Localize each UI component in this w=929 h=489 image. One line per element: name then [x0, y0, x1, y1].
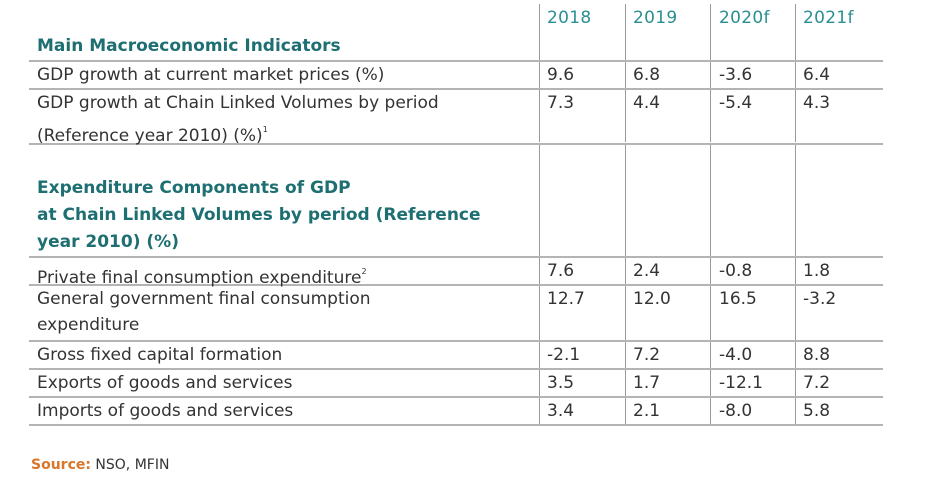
- column-header-2021f: 2021f: [803, 8, 854, 28]
- column-divider: [795, 4, 796, 142]
- footnote-marker: 2: [361, 267, 367, 276]
- row-label-text: Private final consumption expenditure: [37, 268, 362, 288]
- cell-value: 9.6: [547, 65, 575, 85]
- cell-value: -8.0: [719, 401, 753, 421]
- cell-value: -2.1: [547, 345, 581, 365]
- cell-value: 4.4: [633, 93, 661, 113]
- cell-value: 2.4: [633, 261, 661, 281]
- row-label-text: (Reference year 2010) (%): [37, 126, 263, 146]
- row-label-government-consumption: General government final consumption: [37, 289, 371, 309]
- cell-value: 2.1: [633, 401, 661, 421]
- cell-value: 6.4: [803, 65, 831, 85]
- cell-value: 12.0: [633, 289, 671, 309]
- column-divider: [539, 4, 540, 142]
- section-title-expenditure-line2: at Chain Linked Volumes by period (Refer…: [37, 205, 481, 225]
- column-header-2019: 2019: [633, 8, 678, 28]
- cell-value: 3.5: [547, 373, 575, 393]
- column-header-2020f: 2020f: [719, 8, 770, 28]
- cell-value: -3.6: [719, 65, 753, 85]
- footnote-marker: 1: [262, 125, 268, 134]
- cell-value: -4.0: [719, 345, 753, 365]
- row-label-gross-fixed-capital: Gross fixed capital formation: [37, 345, 283, 365]
- source-label: Source:: [31, 457, 91, 473]
- column-header-2018: 2018: [547, 8, 592, 28]
- row-divider: [29, 88, 883, 90]
- section-title-expenditure-line1: Expenditure Components of GDP: [37, 178, 351, 198]
- source-note: Source: NSO, MFIN: [31, 457, 169, 473]
- cell-value: 7.3: [547, 93, 575, 113]
- row-divider: [29, 60, 883, 62]
- cell-value: 1.8: [803, 261, 831, 281]
- row-divider: [29, 143, 883, 145]
- row-label-private-consumption: Private final consumption expenditure2: [37, 258, 367, 292]
- section-title-main-indicators: Main Macroeconomic Indicators: [37, 36, 341, 56]
- row-divider: [29, 396, 883, 398]
- cell-value: -0.8: [719, 261, 753, 281]
- macro-indicators-table: 2018 2019 2020f 2021f Main Macroeconomic…: [29, 0, 883, 432]
- row-label-exports: Exports of goods and services: [37, 373, 293, 393]
- cell-value: 5.8: [803, 401, 831, 421]
- row-divider: [29, 256, 883, 258]
- cell-value: 12.7: [547, 289, 585, 309]
- row-divider: [29, 368, 883, 370]
- column-divider: [625, 4, 626, 142]
- source-text: NSO, MFIN: [95, 457, 170, 473]
- row-label-gdp-chain-linked-line2: (Reference year 2010) (%)1: [37, 116, 268, 150]
- cell-value: 3.4: [547, 401, 575, 421]
- cell-value: 6.8: [633, 65, 661, 85]
- table-bottom-rule: [29, 424, 883, 426]
- row-divider: [29, 284, 883, 286]
- row-divider: [29, 340, 883, 342]
- column-divider: [710, 4, 711, 142]
- cell-value: 7.6: [547, 261, 575, 281]
- cell-value: 8.8: [803, 345, 831, 365]
- cell-value: -5.4: [719, 93, 753, 113]
- row-label-imports: Imports of goods and services: [37, 401, 294, 421]
- cell-value: -3.2: [803, 289, 837, 309]
- row-label-gdp-chain-linked: GDP growth at Chain Linked Volumes by pe…: [37, 93, 439, 113]
- section-title-expenditure-line3: year 2010) (%): [37, 232, 179, 252]
- cell-value: 1.7: [633, 373, 661, 393]
- cell-value: 7.2: [633, 345, 661, 365]
- cell-value: -12.1: [719, 373, 763, 393]
- row-label-government-consumption-line2: expenditure: [37, 315, 140, 335]
- cell-value: 16.5: [719, 289, 757, 309]
- cell-value: 7.2: [803, 373, 831, 393]
- row-label-gdp-current-prices: GDP growth at current market prices (%): [37, 65, 385, 85]
- cell-value: 4.3: [803, 93, 831, 113]
